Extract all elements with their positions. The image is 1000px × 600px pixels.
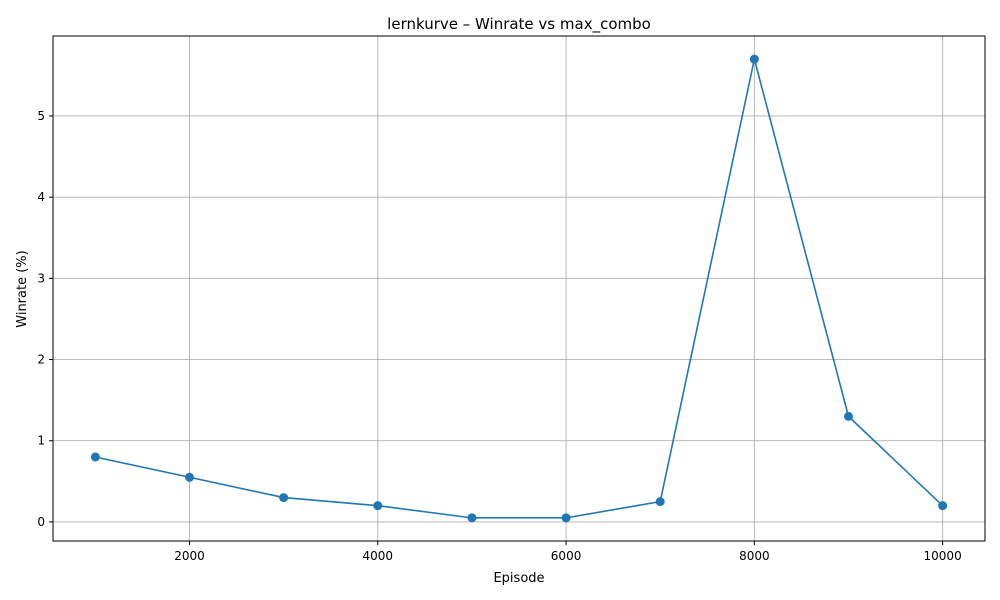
- y-tick-label: 0: [37, 515, 45, 529]
- data-point: [843, 411, 853, 421]
- x-axis-label: Episode: [493, 571, 544, 586]
- data-point: [373, 501, 383, 511]
- data-point: [561, 513, 571, 523]
- y-tick-label: 5: [37, 109, 45, 123]
- data-point: [655, 497, 665, 507]
- chart-title: lernkurve – Winrate vs max_combo: [387, 15, 651, 34]
- y-tick-label: 4: [37, 190, 45, 204]
- series-line: [95, 58, 944, 519]
- x-tick-label: 2000: [174, 549, 205, 563]
- data-point: [749, 54, 759, 64]
- x-tick-label: 10000: [924, 549, 962, 563]
- y-axis-label: Winrate (%): [15, 250, 30, 327]
- data-point: [185, 472, 195, 482]
- data-point: [90, 452, 100, 462]
- x-tick-label: 6000: [551, 549, 582, 563]
- ticks: 2000 4000 6000 8000 10000 0 1 2 3 4 5: [37, 109, 961, 563]
- data-point: [467, 513, 477, 523]
- data-point: [279, 493, 289, 503]
- y-tick-label: 2: [37, 353, 45, 367]
- x-tick-label: 8000: [739, 549, 770, 563]
- grid: [53, 36, 985, 541]
- y-tick-label: 1: [37, 434, 45, 448]
- plot-frame: [52, 35, 986, 542]
- data-point: [938, 501, 948, 511]
- x-tick-label: 4000: [363, 549, 394, 563]
- y-tick-label: 3: [37, 271, 45, 285]
- series-layer: [90, 54, 948, 523]
